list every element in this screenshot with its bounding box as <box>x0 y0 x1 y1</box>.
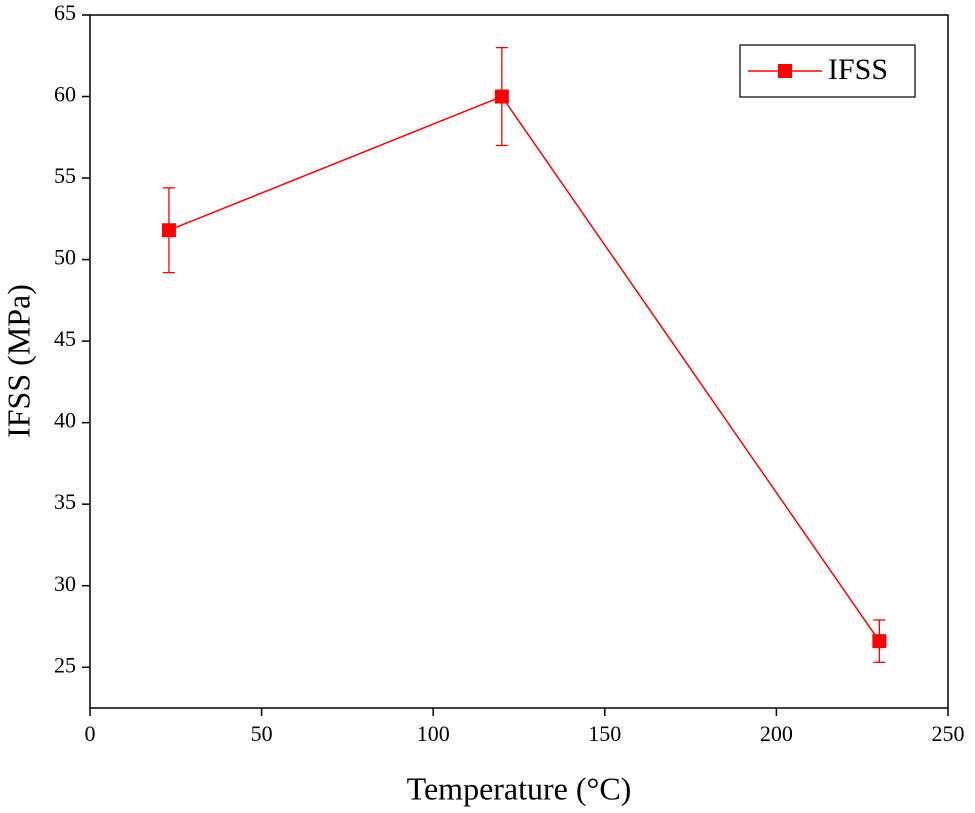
x-tick-label: 200 <box>760 721 793 746</box>
y-tick-label: 65 <box>54 0 76 25</box>
x-tick-label: 50 <box>251 721 273 746</box>
y-tick-label: 40 <box>54 408 76 433</box>
y-tick-label: 30 <box>54 571 76 596</box>
data-line <box>168 95 880 642</box>
y-tick-label: 45 <box>54 326 76 351</box>
y-tick-label: 25 <box>54 652 76 677</box>
legend-label: IFSS <box>828 53 888 86</box>
x-tick-label: 0 <box>85 721 96 746</box>
x-axis-title: Temperature (°C) <box>407 770 632 806</box>
y-tick-label: 60 <box>54 82 76 107</box>
legend-marker <box>778 64 792 78</box>
data-point <box>161 223 176 238</box>
y-tick-label: 50 <box>54 245 76 270</box>
x-tick-label: 150 <box>588 721 621 746</box>
y-tick-label: 35 <box>54 489 76 514</box>
data-point <box>872 634 887 649</box>
y-tick-label: 55 <box>54 163 76 188</box>
plot-frame <box>89 14 949 709</box>
y-axis-title: IFSS (MPa) <box>0 284 36 438</box>
data-point <box>494 89 509 104</box>
x-tick-label: 250 <box>932 721 965 746</box>
x-tick-label: 100 <box>417 721 450 746</box>
